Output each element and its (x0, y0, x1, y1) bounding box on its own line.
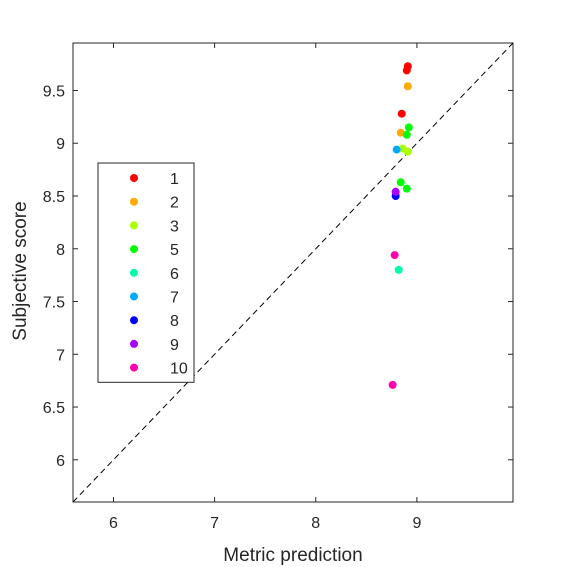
y-axis-label: Subjective score (10, 201, 31, 340)
y-tick-label: 9.5 (43, 83, 65, 100)
legend-marker-1 (130, 174, 138, 182)
data-point-series-1 (402, 66, 411, 75)
legend-marker-5 (130, 245, 138, 254)
legend-marker-10 (130, 363, 138, 372)
data-point-series-6 (394, 265, 403, 274)
legend-marker-7 (130, 292, 138, 301)
data-point-series-1 (397, 109, 406, 118)
legend-label-9: 9 (170, 337, 179, 354)
legend-label-8: 8 (170, 313, 179, 330)
legend-label-6: 6 (170, 266, 179, 283)
data-point-series-5 (402, 130, 411, 139)
reference-line-layer (72, 42, 514, 503)
x-tick-label: 7 (210, 515, 219, 532)
data-point-series-5 (402, 184, 411, 193)
data-point-series-2 (396, 128, 405, 137)
legend-marker-9 (130, 339, 138, 348)
y-tick-label: 9 (56, 136, 65, 153)
data-point-series-7 (392, 145, 401, 154)
legend-label-1: 1 (170, 171, 179, 188)
axis-ticks-layer: 6 7 8 9 6 6.5 7 7.5 8 8.5 9 9.5 (43, 43, 513, 532)
legend-label-5: 5 (170, 242, 179, 259)
data-point-series-3 (403, 147, 412, 156)
legend: 1 2 3 5 6 7 8 9 10 (97, 162, 195, 383)
data-point-series-5 (404, 123, 413, 132)
x-tick-label: 6 (109, 515, 118, 532)
legend-label-10: 10 (170, 361, 188, 378)
data-point-series-5 (396, 178, 405, 187)
data-point-series-10 (390, 251, 399, 260)
data-points-layer (388, 62, 413, 389)
legend-marker-8 (130, 316, 138, 325)
y-tick-label: 6.5 (43, 400, 65, 417)
y-tick-label: 8.5 (43, 189, 65, 206)
axes-box (72, 42, 514, 503)
y-tick-label: 8 (56, 242, 65, 259)
reference-diagonal-line (72, 42, 514, 503)
data-point-series-9 (391, 187, 400, 196)
data-point-series-2 (403, 82, 412, 91)
x-axis-label: Metric prediction (223, 545, 362, 566)
x-tick-label: 9 (412, 515, 421, 532)
legend-box (97, 162, 195, 383)
y-tick-label: 7 (56, 347, 65, 364)
y-tick-label: 6 (56, 453, 65, 470)
legend-marker-2 (130, 197, 138, 206)
data-point-series-10 (388, 380, 397, 389)
legend-label-2: 2 (170, 195, 179, 212)
legend-marker-3 (130, 221, 138, 230)
plot-area (72, 42, 514, 503)
legend-label-7: 7 (170, 290, 179, 307)
x-tick-label: 8 (311, 515, 320, 532)
legend-label-3: 3 (170, 218, 179, 235)
y-tick-label: 7.5 (43, 295, 65, 312)
legend-marker-6 (130, 268, 138, 277)
